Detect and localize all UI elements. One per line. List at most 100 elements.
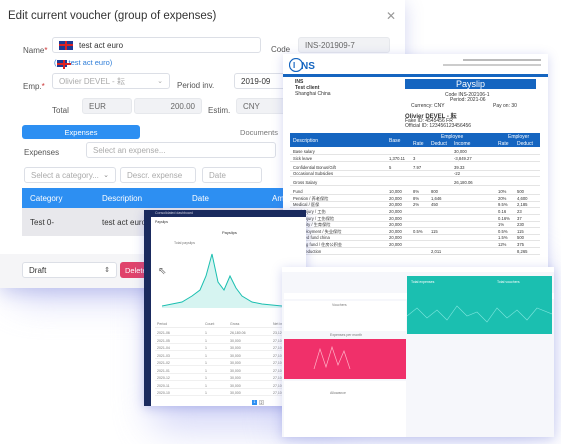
- dash-cell: 1: [205, 361, 207, 365]
- dash-col-3: Net income: [273, 322, 291, 326]
- dash-cell: 1: [205, 331, 207, 335]
- col-category: Category: [30, 193, 63, 203]
- payslip-cell-de: 450: [431, 202, 438, 208]
- name-input[interactable]: test act euro: [52, 37, 261, 53]
- anal-card1-title: Total vouchers: [497, 280, 520, 284]
- col-date: Date: [192, 193, 209, 203]
- dash-chart-title: Payslips: [222, 230, 237, 235]
- analytics-screen: Total expenses Total vouchers Vouchers E…: [282, 267, 554, 437]
- table-row[interactable]: [155, 338, 303, 344]
- dash-cell: 27,101: [273, 376, 284, 380]
- payslip-cell-ed: 115: [517, 228, 524, 234]
- payslip-blue-bar: [283, 74, 548, 77]
- anal-card2-title: Total expenses: [411, 280, 435, 284]
- dash-cell: 1: [205, 338, 207, 343]
- payslip-cell-b: 20,000: [389, 209, 402, 214]
- page-2-button[interactable]: 2: [259, 400, 264, 405]
- payslip-cell-d: Confidential Bonus/Gift: [293, 164, 336, 170]
- payslip-row: [290, 222, 540, 229]
- chevron-down-icon: ⌄: [157, 78, 163, 85]
- uk-flag-icon: [59, 40, 73, 50]
- payslip-row: [290, 209, 540, 215]
- payslip-cell-i: -3,849.27: [454, 155, 472, 161]
- dash-cell: 27,101: [273, 383, 284, 388]
- company-name: INS: [295, 79, 304, 85]
- dash-section: Payslips: [155, 220, 169, 224]
- row-category: Test 0-: [30, 217, 55, 227]
- dash-cell: 30,000: [230, 368, 241, 373]
- uk-flag-icon-small: [56, 59, 71, 69]
- payslip-cell-ed: 500: [517, 235, 524, 241]
- descr-input[interactable]: Descr. expense: [120, 167, 196, 183]
- payslip-cell-ed: 37: [517, 215, 522, 221]
- table-row[interactable]: [155, 368, 303, 374]
- emp-label: Emp.*: [23, 82, 45, 91]
- payslip-row: [290, 189, 540, 196]
- payslip-cell-ed: 230: [517, 222, 524, 228]
- dash-cell: 2020-10: [157, 391, 170, 395]
- payslip-cell-de: 800: [431, 189, 438, 195]
- anal-section2: Expenses per month: [330, 333, 363, 337]
- close-icon[interactable]: ✕: [386, 9, 397, 23]
- payslip-cell-ed: 23: [517, 209, 522, 214]
- dash-cell: 2021-02: [157, 361, 170, 365]
- dash-nav-title[interactable]: Consolidated dashboard: [155, 211, 193, 215]
- table-row[interactable]: [155, 383, 303, 389]
- payslip-cell-d: Work injury / 工伤: [293, 209, 326, 214]
- emp-select[interactable]: Olivier DEVEL - 耘 ⌄: [52, 73, 170, 89]
- dash-col-2: Gross: [230, 322, 240, 326]
- payslip-row: [290, 202, 540, 209]
- date-input[interactable]: Date: [202, 167, 262, 183]
- anal-expense-wave: [407, 305, 552, 323]
- name-label: Name*: [23, 46, 48, 55]
- table-row[interactable]: [155, 353, 303, 359]
- payslip-cell-er: 0.5%: [498, 228, 508, 234]
- dash-cell: 1: [205, 346, 207, 350]
- table-row[interactable]: [155, 345, 303, 351]
- table-row[interactable]: [155, 330, 303, 336]
- dash-topbar: Consolidated dashboard: [151, 210, 306, 217]
- anal-section1: Vouchers: [332, 303, 347, 307]
- payslip-cell-b: 20,000: [389, 235, 402, 241]
- table-row[interactable]: [155, 360, 303, 366]
- payslip-cell-d: Occasional Subsidies: [293, 171, 334, 177]
- payslip-row: [290, 171, 540, 178]
- payslip-cell-d: Unemployment / 失业保险: [293, 228, 342, 234]
- status-select[interactable]: Draft ⇕: [22, 262, 117, 278]
- payslip-row: [290, 149, 540, 155]
- expense-search-input[interactable]: Select an expense...: [86, 142, 276, 158]
- category-select[interactable]: Select a category... ⌄: [24, 167, 116, 183]
- tab-expenses[interactable]: Expenses: [22, 125, 140, 139]
- payslip-cell-b: 20,000: [389, 202, 402, 208]
- page-1-button[interactable]: 1: [252, 400, 257, 405]
- payslip-row: [290, 156, 540, 162]
- payslip-cell-d: Total deduction: [293, 248, 322, 254]
- payslip-period: Period: 2021-06: [450, 97, 486, 103]
- anal-topbar: [282, 267, 554, 272]
- name-link[interactable]: (test act euro): [54, 58, 113, 69]
- payslip-cell-b: 20,000: [389, 222, 402, 228]
- table-row[interactable]: [155, 390, 303, 396]
- code-label: Code: [271, 45, 291, 54]
- table-row[interactable]: [155, 375, 303, 381]
- dash-col-1: Count: [205, 322, 215, 326]
- payslip-row: [290, 165, 540, 171]
- employee-id: Official ID: 123456123456456: [405, 123, 472, 129]
- payslip-cell-d: Fund: [293, 189, 303, 195]
- payslips-line-chart: [162, 253, 300, 308]
- dash-cell: 27,101: [273, 361, 284, 365]
- payslip-pay-on: Pay on: 30: [493, 103, 517, 109]
- anal-section3: Allowance: [330, 391, 346, 395]
- ins-logo-icon: I NS: [289, 58, 315, 72]
- estim-label: Estim.: [208, 106, 231, 115]
- payslip-currency: Currency: CNY: [411, 103, 445, 109]
- dash-col-0: Period: [157, 322, 168, 326]
- tab-documents[interactable]: Documents: [240, 127, 278, 137]
- payslip-row: [290, 229, 540, 235]
- payslip-cell-r: 8%: [413, 195, 420, 201]
- payslip-cell-b: 20,000: [389, 215, 402, 221]
- dash-cell: 27,101: [273, 391, 284, 395]
- total-label: Total: [52, 106, 69, 115]
- chart-area: [162, 254, 300, 308]
- payslip-cell-i: 39.33: [454, 164, 465, 170]
